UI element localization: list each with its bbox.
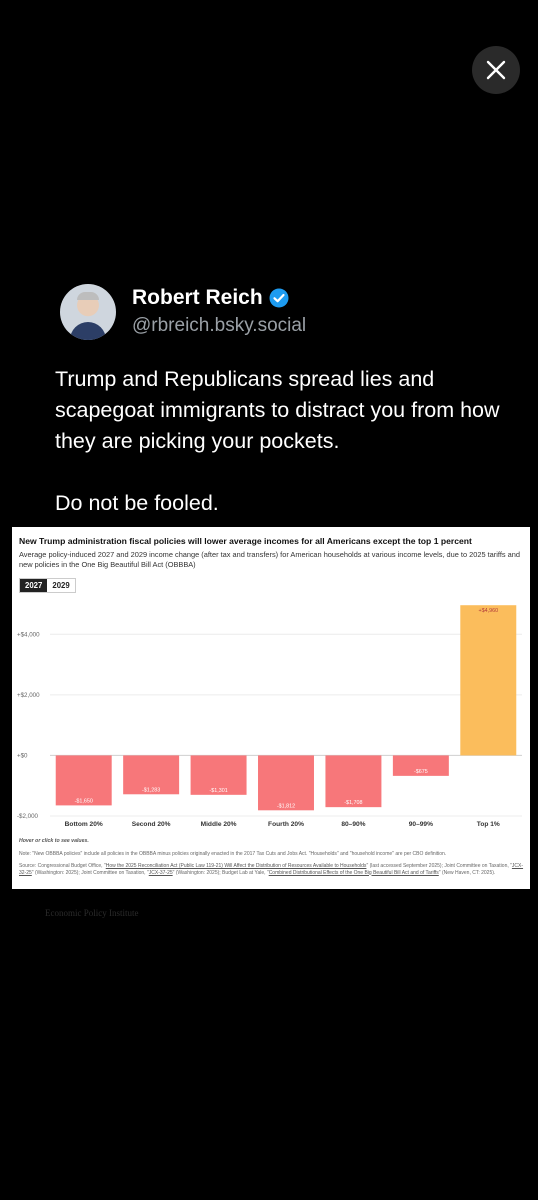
y-tick-label: +$2,000	[17, 692, 40, 699]
chart-subtitle: Average policy-induced 2027 and 2029 inc…	[19, 550, 520, 569]
bar	[190, 755, 247, 795]
source-link[interactable]: Combined Distributional Effects of the O…	[268, 869, 439, 876]
tab-2029[interactable]: 2029	[47, 579, 75, 592]
bar-value-label: -$1,650	[75, 798, 93, 804]
source-link[interactable]: JCX-37-25	[148, 869, 173, 876]
chart-image[interactable]: New Trump administration fiscal policies…	[12, 527, 530, 889]
attribution: Economic Policy Institute	[45, 908, 139, 918]
post-text-paragraph: Trump and Republicans spread lies and sc…	[55, 367, 500, 453]
source-link[interactable]: JCX-32-25	[19, 863, 524, 876]
hover-note: Hover or click to see values.	[19, 838, 89, 844]
bar	[258, 755, 314, 811]
y-tick-label: -$2,000	[17, 813, 39, 820]
post-text: Trump and Republicans spread lies and sc…	[55, 364, 525, 519]
bar	[123, 755, 180, 795]
x-tick-label: Fourth 20%	[268, 821, 304, 828]
x-tick-label: 80–90%	[341, 821, 365, 828]
author-name[interactable]: Robert Reich	[132, 286, 263, 309]
year-tabs: 2027 2029	[19, 578, 76, 593]
bar-value-label: +$4,960	[478, 608, 498, 614]
bar-value-label: -$1,708	[344, 800, 362, 806]
author-handle[interactable]: @rbreich.bsky.social	[132, 315, 307, 336]
close-button[interactable]	[472, 46, 520, 94]
chart-source: Source: Congressional Budget Office, "Ho…	[19, 863, 524, 876]
bar	[325, 755, 382, 808]
source-link[interactable]: How the 2025 Reconciliation Act (Public …	[105, 863, 367, 869]
bar	[392, 755, 449, 776]
y-tick-label: +$0	[17, 752, 28, 759]
verified-badge-icon	[269, 288, 289, 308]
bar-value-label: -$1,812	[277, 803, 295, 809]
post-text-paragraph: Do not be fooled.	[55, 491, 219, 515]
bar-value-label: -$1,283	[142, 787, 160, 793]
chart-title: New Trump administration fiscal policies…	[19, 536, 472, 546]
bar-chart: -$2,000 +$0 +$2,000 +$4,000 -$1,650 Bottom 20…	[17, 605, 522, 828]
x-tick-label: Second 20%	[132, 821, 171, 828]
y-tick-label: +$4,000	[17, 631, 40, 638]
avatar[interactable]	[60, 284, 116, 340]
bar	[460, 605, 517, 756]
x-tick-label: Top 1%	[477, 821, 500, 828]
bar-value-label: -$675	[414, 769, 428, 775]
x-tick-label: Middle 20%	[201, 821, 237, 828]
close-icon	[486, 60, 506, 80]
tab-2027[interactable]: 2027	[20, 579, 48, 592]
x-tick-label: 90–99%	[409, 821, 433, 828]
bar	[55, 755, 112, 806]
author-row: Robert Reich	[132, 286, 289, 310]
bar-value-label: -$1,301	[209, 788, 227, 794]
x-tick-label: Bottom 20%	[65, 821, 103, 828]
chart-note: Note: "New OBBBA policies" include all p…	[19, 851, 447, 857]
